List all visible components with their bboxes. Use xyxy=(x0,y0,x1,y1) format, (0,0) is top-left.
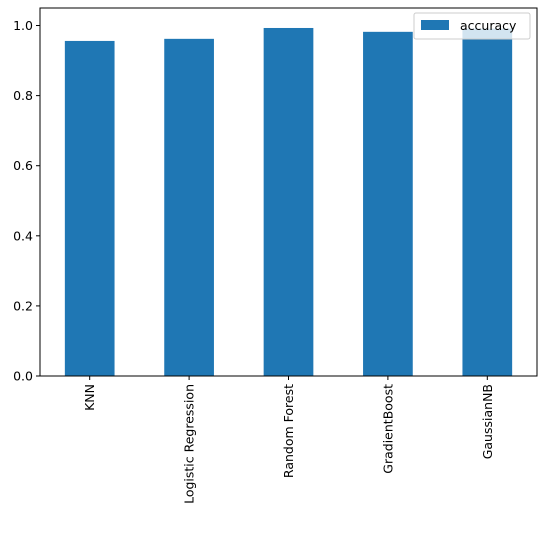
bar-logistic-regression xyxy=(164,38,214,377)
x-tick-label: GradientBoost xyxy=(380,384,395,474)
legend-box xyxy=(413,12,531,40)
bars-layer xyxy=(64,27,513,377)
y-axis: 0.0 0.2 0.4 0.6 0.8 1.0 xyxy=(13,18,40,384)
y-tick-label: 0.4 xyxy=(13,228,33,243)
x-axis: KNN Logistic Regression Random Forest Gradi… xyxy=(82,376,495,504)
bar-gradientboost xyxy=(363,31,413,377)
bar-random-forest xyxy=(263,27,314,376)
x-tick-label: KNN xyxy=(82,384,97,411)
y-tick-label: 0.2 xyxy=(13,298,33,313)
legend: accuracy xyxy=(413,12,531,40)
bar-gaussiannb xyxy=(462,28,513,377)
y-tick-label: 0.6 xyxy=(13,158,33,173)
bar-knn xyxy=(64,40,115,376)
y-tick-label: 0.0 xyxy=(13,369,33,384)
y-tick-label: 1.0 xyxy=(13,18,33,33)
legend-swatch xyxy=(421,20,449,30)
x-tick-label: Logistic Regression xyxy=(182,384,197,504)
x-tick-label: GaussianNB xyxy=(480,384,495,459)
legend-label: accuracy xyxy=(460,18,517,33)
y-tick-label: 0.8 xyxy=(13,88,33,103)
x-tick-label: Random Forest xyxy=(281,384,296,478)
